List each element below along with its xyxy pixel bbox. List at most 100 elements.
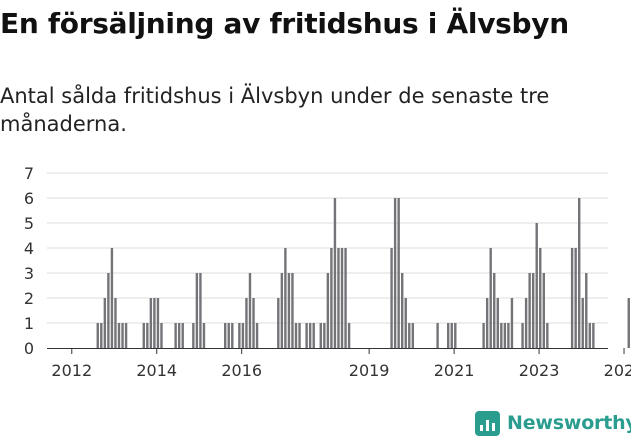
bar-chart-logo-icon [475,410,500,436]
bar [588,323,592,348]
bar [401,273,404,348]
y-tick-label: 4 [24,239,34,258]
x-axis [47,348,625,354]
bar [298,323,301,348]
bar [202,323,206,348]
bar [227,323,230,348]
bar [330,248,333,348]
bar [531,273,535,348]
x-tick-label: 2025 [604,361,631,380]
bar [340,248,344,348]
bar [181,323,184,348]
bar [454,323,457,348]
bar [539,248,542,348]
bar [489,248,492,348]
bar [149,298,153,348]
bar [524,298,528,348]
bar [174,323,177,348]
bar [121,323,124,348]
bar [408,323,411,348]
bar [627,298,630,348]
bar [280,273,284,348]
bar [337,248,340,348]
bar [160,323,163,348]
y-tick-label: 1 [24,314,34,333]
bar [153,298,156,348]
bar [574,248,577,348]
bar [245,298,248,348]
y-tick-label: 2 [24,289,34,308]
bar [142,323,145,348]
bar [347,323,351,348]
bar [344,248,347,348]
bar [287,273,291,348]
x-tick-label: 2014 [136,361,177,380]
bar [241,323,245,348]
x-axis-tick-labels: 2012 2014 2016 2019 2021 2023 2025 [51,361,631,380]
bar [542,273,545,348]
bar [107,273,110,348]
bar [496,298,499,348]
bar [592,323,595,348]
bar [510,298,514,348]
bar [277,298,280,348]
bar [96,323,99,348]
bar [124,323,128,348]
bar [312,323,315,348]
bar [528,273,531,348]
x-tick-label: 2016 [221,361,262,380]
chart-subtitle: Antal sålda fritidshus i Älvsbyn under d… [0,84,550,136]
bar [411,323,415,348]
bar [248,273,252,348]
bar [390,248,393,348]
bar [252,298,255,348]
bar [114,298,117,348]
x-tick-label: 2021 [434,361,475,380]
brand-name: Newsworthy [507,412,631,434]
y-tick-label: 0 [24,339,34,358]
bar [305,323,308,348]
y-tick-label: 5 [24,214,34,233]
bar [177,323,181,348]
bar [195,273,199,348]
bars [96,198,630,348]
bar [231,323,234,348]
bar [294,323,298,348]
bar [291,273,294,348]
bar [507,323,510,348]
bar [447,323,450,348]
bar [103,298,107,348]
bar [585,273,588,348]
bar [110,248,114,348]
bar [393,198,397,348]
x-tick-label: 2019 [349,361,390,380]
bar [485,298,489,348]
y-tick-label: 7 [24,164,34,183]
bar [450,323,453,348]
bar [117,323,121,348]
bar [578,198,581,348]
chart-title: En försäljning av fritidshus i Älvsbyn [0,7,569,40]
bar [535,223,538,348]
bar [503,323,507,348]
y-tick-label: 3 [24,264,34,283]
bar [146,323,149,348]
bar [319,323,322,348]
bar [521,323,524,348]
x-tick-label: 2012 [51,361,92,380]
bar [570,248,574,348]
y-tick-label: 6 [24,189,34,208]
y-axis-tick-labels: 0 1 2 3 4 5 6 7 [24,164,34,358]
bar [199,273,202,348]
bar [224,323,227,348]
bar [500,323,503,348]
bar [436,323,439,348]
bar [404,298,407,348]
bar [493,273,496,348]
newsworthy-logo: Newsworthy [475,406,631,440]
bar [238,323,241,348]
bar [100,323,103,348]
bar [546,323,549,348]
bar [308,323,312,348]
bar [255,323,259,348]
